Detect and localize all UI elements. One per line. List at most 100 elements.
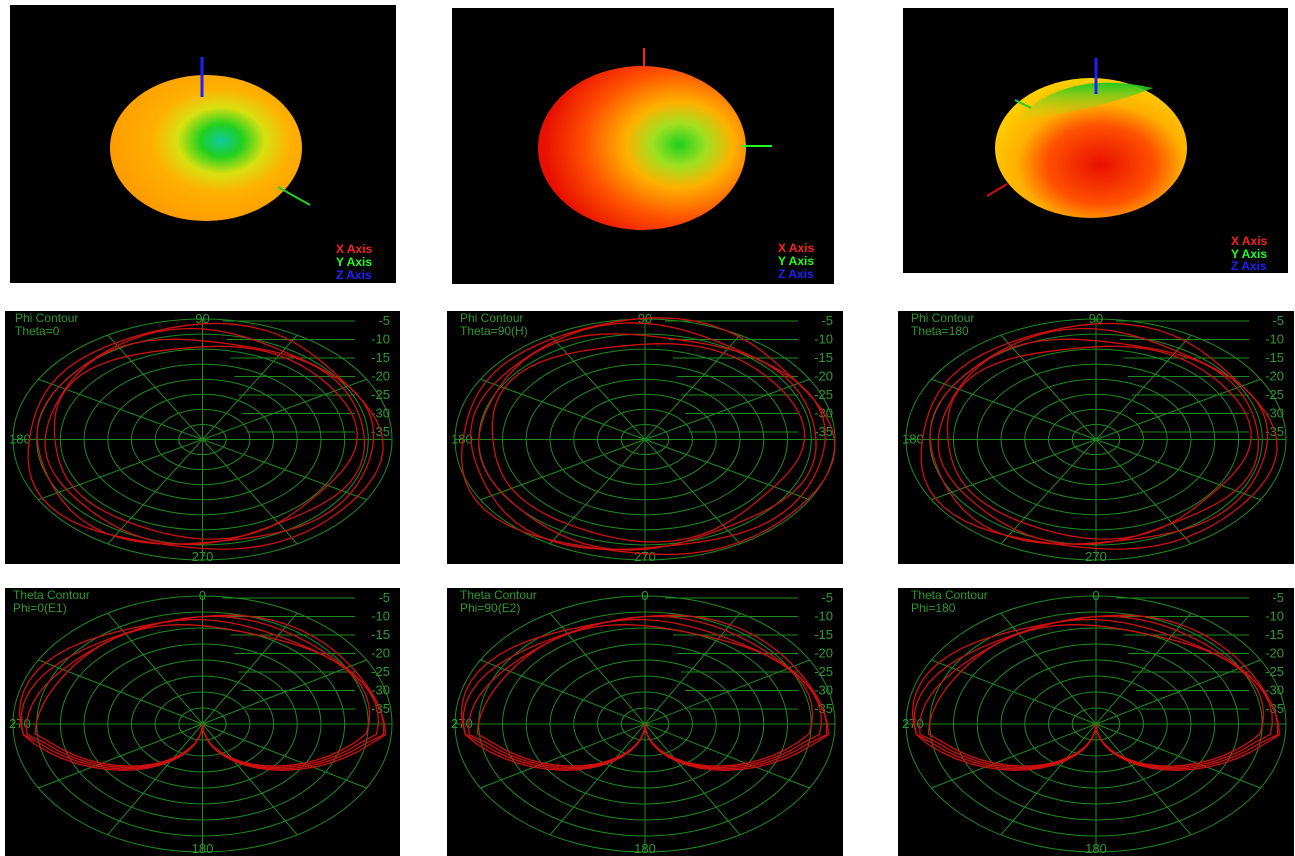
radial-tick-label: -5 <box>821 590 833 605</box>
radial-tick-label: -25 <box>814 387 833 402</box>
legend-z-axis: Z Axis <box>778 267 814 281</box>
radiation-surface <box>110 75 302 221</box>
plot-title: Theta Contour <box>911 588 988 602</box>
legend-x-axis: X Axis <box>778 241 815 255</box>
radial-tick-label: -5 <box>821 313 833 328</box>
pattern-trace <box>927 624 1265 767</box>
pattern-trace <box>462 615 828 770</box>
angle-label-left: 270 <box>902 716 924 731</box>
angle-label-bottom: 270 <box>1085 549 1107 564</box>
radial-tick-label: -10 <box>1265 609 1284 624</box>
pattern-trace <box>27 322 384 550</box>
legend-y-axis: Y Axis <box>336 255 373 269</box>
radial-tick-label: -30 <box>371 683 390 698</box>
radial-tick-label: -30 <box>1265 683 1284 698</box>
y-axis-line <box>277 186 311 206</box>
radial-tick-label: -25 <box>1265 664 1284 679</box>
plot-title: Phi Contour <box>15 311 79 325</box>
radial-tick-label: -5 <box>1272 590 1284 605</box>
legend-y-axis: Y Axis <box>778 254 815 268</box>
angle-label-top: 90 <box>195 311 209 326</box>
x-axis-line <box>986 183 1008 197</box>
pattern-trace <box>491 343 806 543</box>
radial-tick-label: -10 <box>814 609 833 624</box>
plot-title: Theta Contour <box>13 588 90 602</box>
legend-z-axis: Z Axis <box>1231 259 1267 273</box>
pattern-3d-view-2[interactable]: X Axis Y Axis Z Axis <box>452 8 834 284</box>
radial-tick-label: -15 <box>371 350 390 365</box>
angle-label-top: 0 <box>1092 588 1099 603</box>
radial-tick-label: -15 <box>1265 350 1284 365</box>
phi-contour-plot-2[interactable]: -5 -10 -15 -20 -25 -30 -35 90 180 270 Phi Contour… <box>447 311 843 564</box>
plot-subtitle: Theta=180 <box>911 324 969 338</box>
plot-subtitle: Phi=180 <box>911 601 956 615</box>
radial-tick-label: -10 <box>1265 332 1284 347</box>
angle-label-left: 180 <box>9 432 31 447</box>
phi-contour-plot-1[interactable]: -5 -10 -15 -20 -25 -30 -35 90 180 270 Phi Contour… <box>5 311 400 564</box>
angle-label-left: 180 <box>902 432 924 447</box>
polar-spoke <box>931 378 1261 501</box>
radial-tick-label: -25 <box>814 664 833 679</box>
radial-tick-label: -20 <box>814 369 833 384</box>
pattern-3d-graphic <box>538 48 772 230</box>
radial-tick-label: -10 <box>371 609 390 624</box>
angle-label-bottom: 270 <box>192 549 214 564</box>
pattern-3d-graphic <box>110 57 311 221</box>
pattern-3d-graphic <box>986 58 1187 218</box>
pattern-trace <box>470 322 826 551</box>
pattern-trace <box>478 333 817 551</box>
plot-title: Theta Contour <box>460 588 537 602</box>
radial-tick-label: -5 <box>378 313 390 328</box>
radial-tick-label: -35 <box>814 424 833 439</box>
radial-tick-label: -20 <box>1265 646 1284 661</box>
pattern-3d-view-1[interactable]: X Axis Y Axis Z Axis <box>10 5 396 283</box>
radial-tick-label: -20 <box>371 646 390 661</box>
pattern-trace <box>920 322 1278 550</box>
pattern-3d-view-3[interactable]: X Axis Y Axis Z Axis <box>903 8 1288 273</box>
angle-label-top: 0 <box>199 588 206 603</box>
theta-contour-plot-3[interactable]: -5 -10 -15 -20 -25 -30 -35 0 270 180 Theta Contou… <box>898 588 1294 856</box>
pattern-trace <box>461 317 836 556</box>
pattern-trace <box>34 624 371 767</box>
pattern-trace <box>476 624 814 767</box>
angle-label-bottom: 180 <box>192 841 214 856</box>
pattern-trace <box>53 345 358 540</box>
plot-title: Phi Contour <box>911 311 975 325</box>
legend-y-axis: Y Axis <box>1231 247 1268 261</box>
legend-z-axis: Z Axis <box>336 268 372 282</box>
theta-contour-plot-1[interactable]: -5 -10 -15 -20 -25 -30 -35 0 270 180 Theta Contou… <box>5 588 400 856</box>
radial-tick-label: -35 <box>814 701 833 716</box>
radial-tick-label: -25 <box>371 387 390 402</box>
angle-label-bottom: 180 <box>634 841 656 856</box>
angle-label-top: 90 <box>1089 311 1103 326</box>
pattern-trace <box>36 327 375 545</box>
pattern-trace <box>44 338 366 546</box>
pattern-trace <box>20 615 385 770</box>
radial-tick-label: -30 <box>371 406 390 421</box>
theta-contour-plot-2[interactable]: -5 -10 -15 -20 -25 -30 -35 0 270 180 Theta Contou… <box>447 588 843 856</box>
plot-subtitle: Theta=90(H) <box>460 324 528 338</box>
radial-tick-label: -5 <box>1272 313 1284 328</box>
radial-tick-label: -25 <box>371 664 390 679</box>
polar-grid: -5 -10 -15 -20 -25 -30 -35 0 270 180 <box>451 588 836 856</box>
plot-subtitle: Phi=0(E1) <box>13 601 67 615</box>
polar-spoke <box>38 378 367 501</box>
phi-contour-plot-3[interactable]: -5 -10 -15 -20 -25 -30 -35 90 180 270 Phi Contour… <box>898 311 1294 564</box>
polar-grid: -5 -10 -15 -20 -25 -30 -35 0 270 180 <box>9 588 393 856</box>
pattern-trace <box>919 618 1273 769</box>
radial-tick-label: -5 <box>378 590 390 605</box>
radial-tick-label: -20 <box>1265 369 1284 384</box>
radial-tick-label: -15 <box>814 627 833 642</box>
angle-label-bottom: 270 <box>634 549 656 564</box>
legend-x-axis: X Axis <box>336 242 373 256</box>
radial-tick-label: -20 <box>371 369 390 384</box>
pattern-trace <box>913 615 1279 770</box>
radial-tick-label: -30 <box>814 683 833 698</box>
pattern-trace <box>937 338 1259 546</box>
radial-tick-label: -15 <box>371 627 390 642</box>
pattern-trace <box>929 327 1269 545</box>
angle-label-left: 270 <box>451 716 473 731</box>
